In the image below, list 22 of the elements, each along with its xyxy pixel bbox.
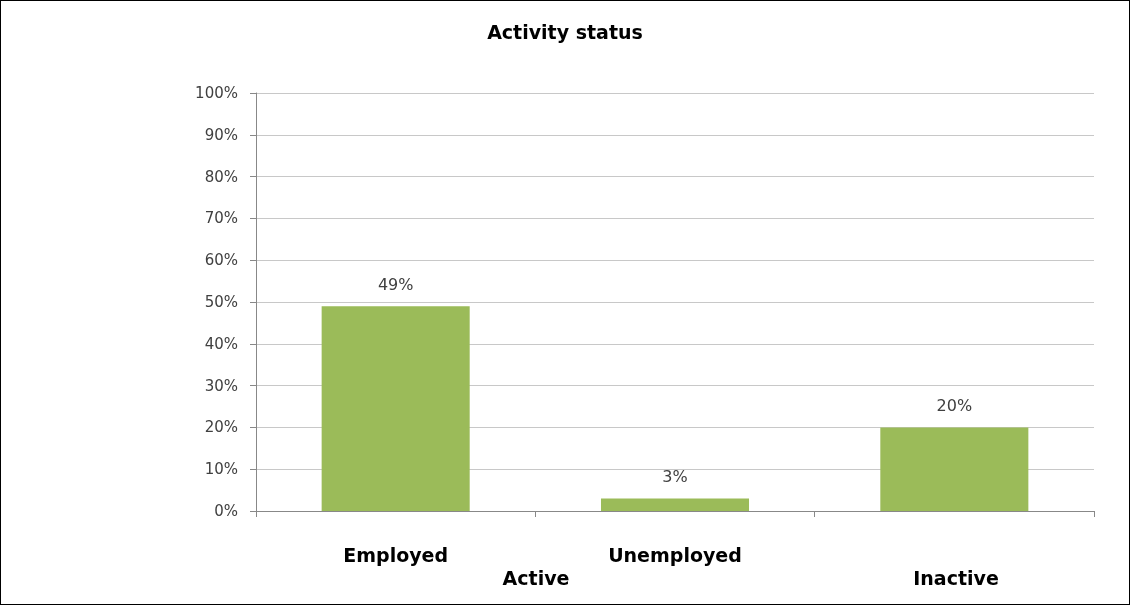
y-tick-label: 100% [195, 84, 238, 102]
y-tick-label: 80% [204, 167, 238, 186]
data-label: 3% [662, 466, 688, 486]
y-tick-label: 70% [204, 209, 238, 228]
bar [321, 306, 470, 511]
x-tick-label: Unemployed [608, 543, 742, 566]
y-tick-label: 50% [204, 293, 238, 311]
chart-title: Activity status [487, 20, 643, 43]
y-tick-label: 0% [214, 502, 238, 520]
bar [600, 498, 750, 511]
y-tick-label: 40% [204, 334, 238, 353]
y-tick-label: 20% [204, 418, 238, 437]
y-tick-label: 90% [204, 125, 238, 144]
y-tick-label: 60% [204, 251, 238, 270]
y-tick-label: 10% [204, 460, 238, 479]
text: Active [502, 567, 570, 589]
x-tick-label: Employed [343, 543, 449, 566]
text: Inactive [913, 567, 999, 589]
y-tick-label: 30% [204, 376, 238, 395]
bar [880, 427, 1029, 511]
data-label: 49% [377, 274, 414, 294]
data-label: 20% [936, 395, 973, 415]
